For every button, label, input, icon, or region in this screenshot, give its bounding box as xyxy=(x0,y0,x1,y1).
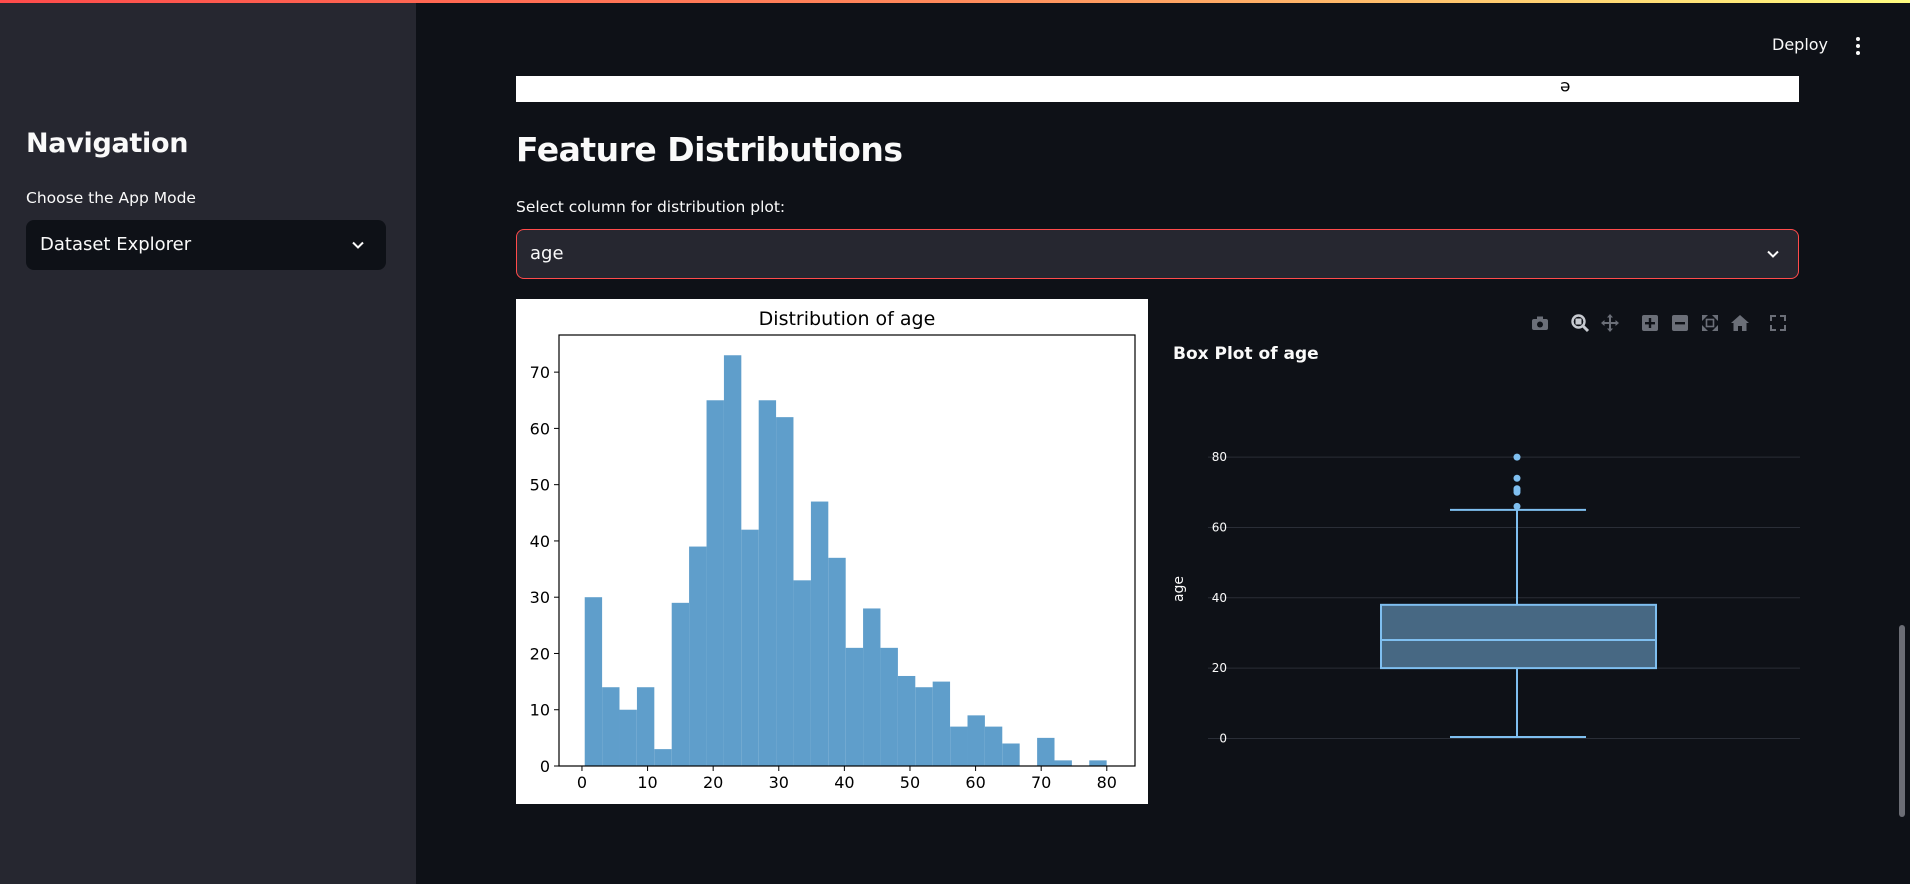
histogram-bar xyxy=(880,647,898,766)
x-tick-label: 0 xyxy=(577,773,587,792)
outlier-point xyxy=(1513,502,1521,510)
histogram-bar xyxy=(671,602,690,766)
histogram-bar xyxy=(654,749,672,766)
zoom-in-icon[interactable] xyxy=(1640,313,1660,333)
y-tick-label: 80 xyxy=(1212,450,1227,464)
sidebar: Navigation Choose the App Mode Dataset E… xyxy=(0,3,416,884)
zoom-out-icon[interactable] xyxy=(1670,313,1690,333)
x-tick-label: 50 xyxy=(900,773,920,792)
histogram-bar xyxy=(602,687,620,766)
app-mode-label: Choose the App Mode xyxy=(26,189,196,207)
top-decoration-bar xyxy=(0,0,1910,3)
column-select[interactable]: age xyxy=(516,229,1799,279)
histogram-bar xyxy=(723,355,742,766)
histogram-plot-frame xyxy=(558,334,1136,767)
histogram-bar xyxy=(932,681,951,766)
histogram-bar xyxy=(1002,743,1020,766)
y-tick-label: 40 xyxy=(530,532,550,551)
histogram-bar xyxy=(950,726,968,766)
app-mode-value: Dataset Explorer xyxy=(40,234,192,255)
column-select-value: age xyxy=(530,243,564,264)
histogram-bar xyxy=(810,501,829,766)
image-preview-strip: e xyxy=(516,76,1799,102)
histogram-bar xyxy=(984,726,1003,766)
x-tick-label: 40 xyxy=(834,773,854,792)
y-tick-label: 20 xyxy=(1212,661,1227,675)
outlier-point xyxy=(1513,485,1521,493)
kebab-menu-icon[interactable] xyxy=(1852,36,1864,56)
y-tick-label: 60 xyxy=(530,419,550,438)
y-tick-label: 0 xyxy=(1219,731,1227,745)
histogram-bar xyxy=(1089,760,1107,766)
histogram-bar xyxy=(636,687,655,766)
histogram-bar xyxy=(741,529,759,766)
histogram-bar xyxy=(863,608,881,766)
x-tick-label: 20 xyxy=(703,773,723,792)
x-tick-label: 80 xyxy=(1097,773,1117,792)
y-tick-label: 20 xyxy=(530,644,550,663)
histogram-bar xyxy=(776,417,794,766)
boxplot-panel: Box Plot of age 0 20 40 60 80 age xyxy=(1160,299,1800,804)
histogram-bar xyxy=(793,580,811,766)
column-select-label: Select column for distribution plot: xyxy=(516,198,786,216)
reset-axes-icon[interactable] xyxy=(1730,313,1750,333)
histogram-bar xyxy=(915,687,933,766)
app-mode-select[interactable]: Dataset Explorer xyxy=(26,220,386,270)
section-title: Feature Distributions xyxy=(516,130,903,169)
histogram-bar xyxy=(706,400,724,766)
histogram-bar xyxy=(897,675,916,766)
y-tick-label: 30 xyxy=(530,588,550,607)
boxplot-chart: 0 20 40 60 80 age xyxy=(1171,450,1800,745)
y-tick-label: 0 xyxy=(540,757,550,776)
camera-icon[interactable] xyxy=(1530,313,1550,333)
page-scrollbar[interactable] xyxy=(1899,625,1905,817)
box-iqr xyxy=(1380,603,1657,670)
x-tick-label: 30 xyxy=(769,773,789,792)
y-tick-label: 40 xyxy=(1212,591,1227,605)
histogram-bar xyxy=(619,709,637,766)
x-tick-label: 70 xyxy=(1031,773,1051,792)
histogram-bar xyxy=(1037,737,1055,766)
image-strip-glyph: e xyxy=(1560,77,1571,97)
chevron-down-icon xyxy=(1767,250,1779,258)
histogram-bar xyxy=(758,400,777,766)
y-axis-label: age xyxy=(1171,576,1187,602)
histogram-bar xyxy=(1054,760,1072,766)
pan-icon[interactable] xyxy=(1600,313,1620,333)
outlier-point xyxy=(1513,474,1521,482)
histogram-title: Distribution of age xyxy=(759,308,936,330)
histogram-bar xyxy=(828,557,846,766)
y-tick-label: 60 xyxy=(1212,520,1227,534)
zoom-icon[interactable] xyxy=(1570,313,1590,333)
histogram-chart: 0 10 20 30 40 50 60 70 80 0 10 20 30 40 50 60 70 Distribu… xyxy=(530,308,1136,792)
histogram-panel: 0 10 20 30 40 50 60 70 80 0 10 20 30 40 50 60 70 Distribu… xyxy=(516,299,1148,804)
boxplot-title: Box Plot of age xyxy=(1173,344,1319,364)
histogram-bar xyxy=(689,546,707,766)
histogram-bar xyxy=(967,715,985,766)
fullscreen-icon[interactable] xyxy=(1768,313,1788,333)
histogram-bar xyxy=(845,647,864,766)
y-tick-label: 10 xyxy=(530,701,550,720)
chevron-down-icon xyxy=(352,241,364,249)
y-tick-label: 50 xyxy=(530,476,550,495)
outlier-point xyxy=(1513,453,1521,461)
autoscale-icon[interactable] xyxy=(1700,313,1720,333)
x-tick-label: 60 xyxy=(965,773,985,792)
sidebar-title: Navigation xyxy=(26,128,189,159)
deploy-button[interactable]: Deploy xyxy=(1772,35,1829,54)
histogram-bar xyxy=(584,597,603,766)
y-tick-label: 70 xyxy=(530,363,550,382)
x-tick-label: 10 xyxy=(637,773,657,792)
